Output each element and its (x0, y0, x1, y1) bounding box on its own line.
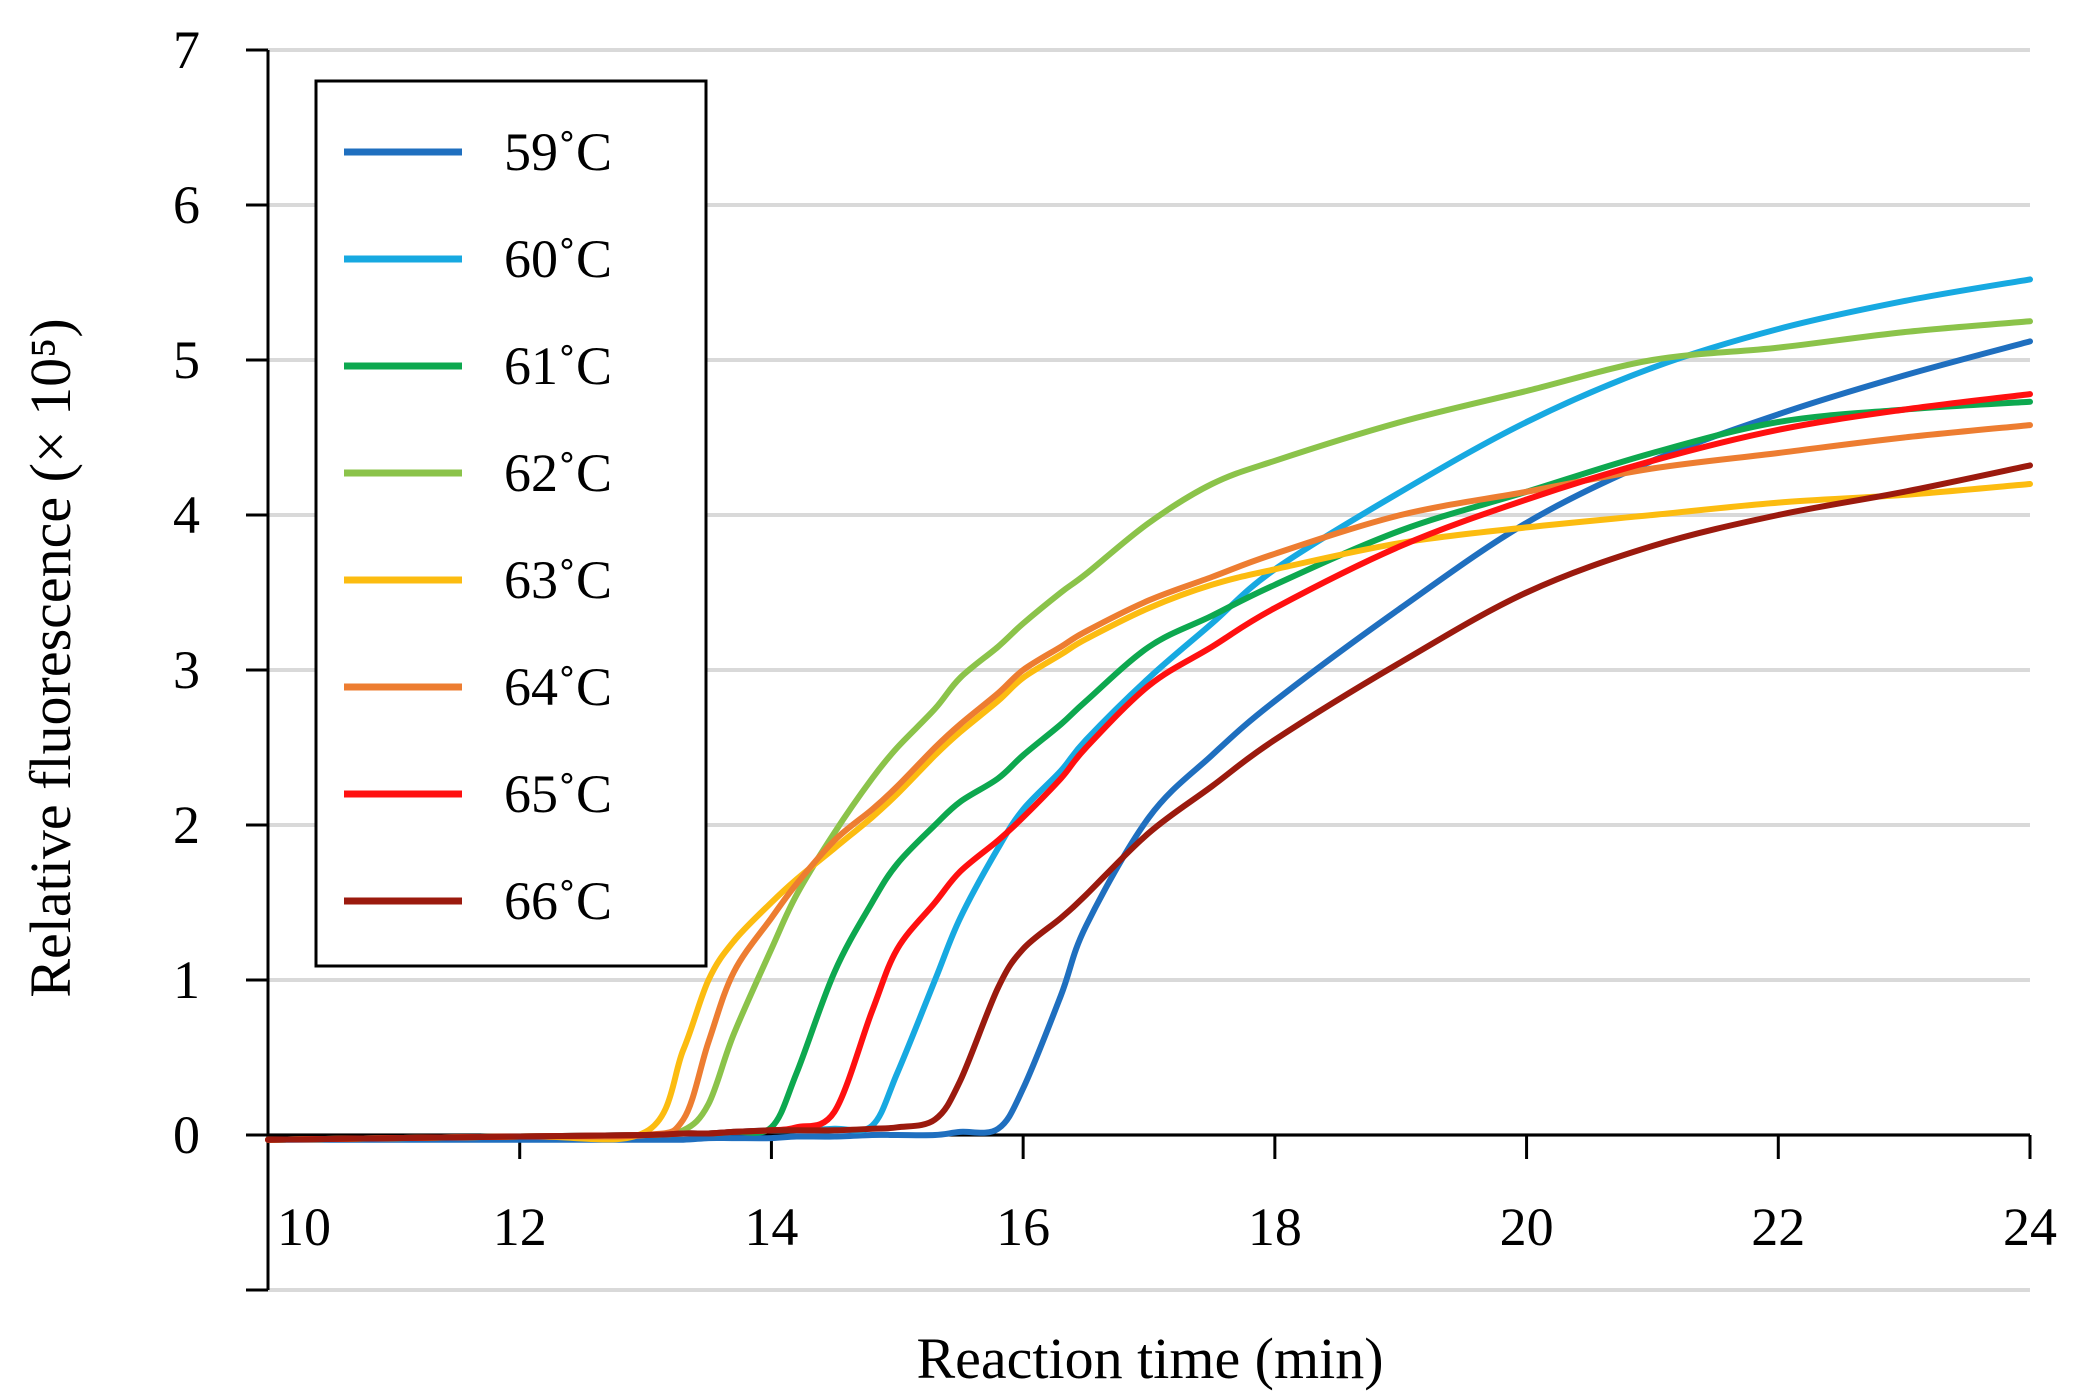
legend-box (314, 79, 708, 968)
y-axis-title: Relative fluorescence (× 10⁵) (18, 318, 83, 997)
x-tick-label: 18 (1248, 1197, 1302, 1257)
y-tick-label: 3 (173, 640, 200, 700)
legend-label: 62˚C (504, 443, 612, 503)
y-tick-label: 7 (173, 20, 200, 80)
x-tick-label: 20 (1500, 1197, 1554, 1257)
y-tick-labels: 0 1 2 3 4 5 6 7 (173, 20, 200, 1165)
legend: 59˚C 60˚C 61˚C 62˚C 63˚C 64˚C 65˚C 66˚C (314, 79, 708, 968)
series-lines (265, 276, 2033, 1143)
legend-label: 60˚C (504, 229, 612, 289)
series-line-4 (265, 318, 2033, 1143)
x-tick-label: 16 (996, 1197, 1050, 1257)
x-tick-label: 24 (2003, 1197, 2057, 1257)
x-tick-label: 12 (493, 1197, 547, 1257)
y-tick-label: 2 (173, 795, 200, 855)
series-line-8 (265, 462, 2033, 1143)
y-tick-label: 5 (173, 330, 200, 390)
legend-label: 61˚C (504, 336, 612, 396)
y-tick-label: 4 (173, 485, 200, 545)
legend-label: 65˚C (504, 764, 612, 824)
legend-label: 59˚C (504, 122, 612, 182)
series-line-5 (265, 481, 2033, 1143)
legend-label: 63˚C (504, 550, 612, 610)
y-tick-label: 1 (173, 950, 200, 1010)
legend-label: 64˚C (504, 657, 612, 717)
y-tick-label: 0 (173, 1105, 200, 1165)
x-tick-label: 10 (277, 1197, 331, 1257)
x-tick-label: 22 (1751, 1197, 1805, 1257)
x-tick-label: 14 (744, 1197, 798, 1257)
x-tick-labels: 10 12 14 16 18 20 22 24 (277, 1197, 2057, 1257)
series-line-1 (265, 338, 2033, 1143)
x-axis-title: Reaction time (min) (916, 1326, 1383, 1391)
legend-label: 66˚C (504, 871, 612, 931)
y-tick-label: 6 (173, 175, 200, 235)
